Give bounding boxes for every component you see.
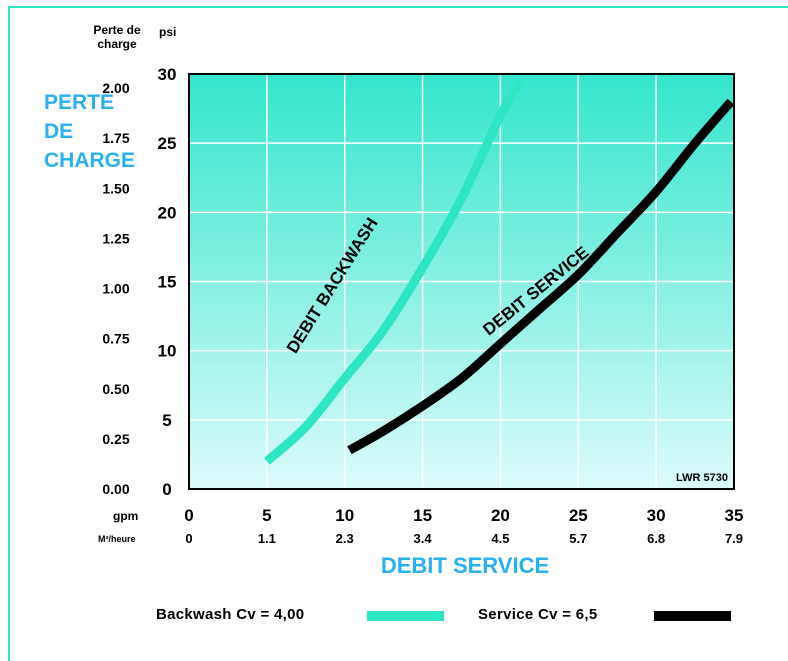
y-tick-label: 10 xyxy=(158,342,177,361)
series-group xyxy=(263,78,735,465)
gridlines xyxy=(189,74,734,489)
x-tick-label-m3: 7.9 xyxy=(725,531,743,546)
left-tick-label: 0.75 xyxy=(102,331,129,347)
left-tick-label: 1.00 xyxy=(102,281,129,297)
y-tick-label: 25 xyxy=(158,134,177,153)
y-tick-label: 15 xyxy=(158,273,177,292)
x-tick-label-m3: 5.7 xyxy=(569,531,587,546)
left-tick-label: 0.00 xyxy=(102,481,129,497)
x-tick-label-m3: 3.4 xyxy=(414,531,433,546)
x-tick-label-m3: 6.8 xyxy=(647,531,665,546)
y-tick-label: 20 xyxy=(158,203,177,222)
y-tick-label: 5 xyxy=(162,411,171,430)
left-tick-label: 1.75 xyxy=(102,130,129,146)
left-tick-label: 1.25 xyxy=(102,230,129,246)
chart-frame xyxy=(8,6,788,661)
y-tick-label: 30 xyxy=(158,65,177,84)
x-tick-label: 20 xyxy=(491,506,510,525)
legend-service-swatch xyxy=(654,611,731,621)
x-tick-label: 15 xyxy=(413,506,432,525)
left-tick-label: 2.00 xyxy=(102,80,129,96)
y-tick-label: 0 xyxy=(162,480,171,499)
x-tick-label-m3: 0 xyxy=(185,531,192,546)
x-tick-label-m3: 4.5 xyxy=(491,531,509,546)
backwash-curve xyxy=(263,78,525,465)
plot-border xyxy=(188,73,735,490)
x-tick-label: 5 xyxy=(262,506,271,525)
x-tick-label: 35 xyxy=(725,506,744,525)
legend-service-label: Service Cv = 6,5 xyxy=(478,606,598,623)
x-tick-label-m3: 1.1 xyxy=(258,531,276,546)
service-curve xyxy=(347,98,735,455)
left-tick-label: 0.50 xyxy=(102,381,129,397)
x-tick-label: 30 xyxy=(647,506,666,525)
x-tick-label: 10 xyxy=(335,506,354,525)
x-tick-label-m3: 2.3 xyxy=(336,531,354,546)
left-tick-label: 1.50 xyxy=(102,180,129,196)
right-axis-unit: psi xyxy=(159,25,177,39)
m3-row-label: M³/heure xyxy=(98,534,136,544)
gpm-row-label: gpm xyxy=(113,509,139,523)
corner-code: LWR 5730 xyxy=(676,472,728,484)
left-tick-label: 0.25 xyxy=(102,431,129,447)
left-axis-unit: Perte de charge xyxy=(93,23,141,51)
x-axis-title: DEBIT SERVICE xyxy=(380,553,550,578)
x-tick-label: 0 xyxy=(184,506,193,525)
legend-backwash-label: Backwash Cv = 4,00 xyxy=(156,606,305,623)
x-tick-label: 25 xyxy=(569,506,588,525)
legend-backwash-swatch xyxy=(367,611,444,621)
